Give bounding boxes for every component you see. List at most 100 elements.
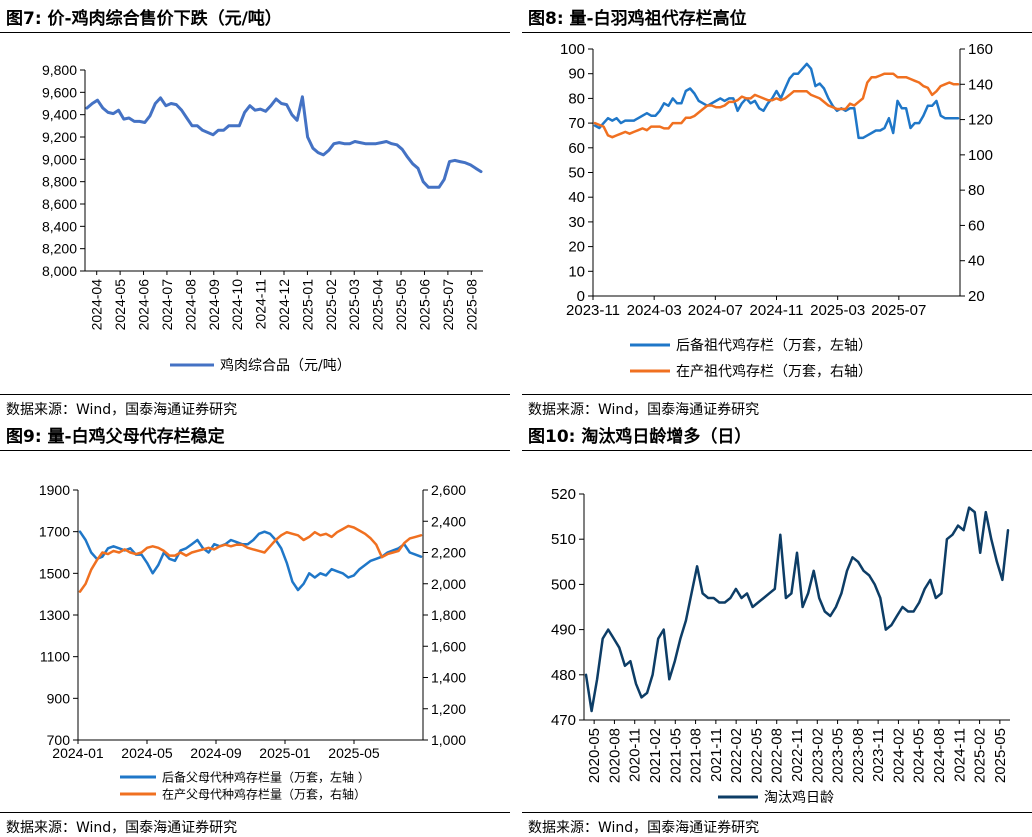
- legend-label: 后备祖代鸡存栏（万套，左轴）: [676, 337, 872, 354]
- x-tick-label: 2025-07: [440, 279, 456, 331]
- series-line-2: [78, 524, 423, 593]
- y-tick-label: 60: [568, 140, 585, 157]
- title-rule: [522, 32, 1032, 33]
- x-tick-label: 2024-08: [182, 279, 198, 331]
- y-tick-label: 510: [551, 531, 576, 548]
- x-tick-label: 2021-02: [647, 728, 664, 783]
- y-tick-label: 70: [568, 115, 585, 132]
- y-tick-label: 1100: [40, 649, 70, 665]
- y2-tick-label: 2,400: [431, 513, 466, 529]
- y2-tick-label: 1,000: [431, 732, 466, 748]
- x-tick-label: 2024-11: [253, 279, 269, 330]
- x-tick-label: 2025-01: [299, 279, 315, 331]
- x-tick-label: 2025-05: [393, 279, 409, 331]
- x-tick-label: 2023-11: [566, 302, 620, 319]
- x-tick-label: 2025-02: [972, 728, 989, 783]
- x-tick-label: 2024-10: [229, 279, 245, 331]
- y2-tick-label: 1,600: [431, 638, 466, 654]
- x-tick-label: 2025-02: [323, 279, 339, 331]
- y-tick-label: 10: [568, 263, 585, 280]
- y-tick-label: 480: [551, 667, 576, 684]
- source-rule: [0, 394, 510, 395]
- x-tick-label: 2020-11: [627, 728, 644, 782]
- y2-tick-label: 60: [968, 217, 985, 234]
- y-tick-label: 1900: [39, 482, 70, 498]
- y-tick-label: 520: [551, 486, 576, 503]
- x-tick-label: 2024-11: [750, 302, 804, 319]
- y2-tick-label: 2,200: [431, 545, 466, 561]
- x-tick-label: 2022-02: [728, 728, 745, 783]
- chart-panel-10: 图10: 淘汰鸡日龄增多（日） 470 480 490 500 510 520 2020-0…: [522, 418, 1032, 836]
- y2-tick-label: 1,400: [431, 670, 466, 686]
- x-tick-label: 2024-09: [190, 745, 242, 761]
- y2-tick-label: 80: [968, 182, 985, 199]
- source-rule: [0, 812, 510, 813]
- x-tick-label: 2025-05: [328, 745, 380, 761]
- chart-panel-7: 图7: 价-鸡肉综合售价下跌（元/吨） 8,000 8,200 8,400 8,600…: [0, 0, 510, 418]
- source-rule: [522, 812, 1032, 813]
- y-tick-label: 9,200: [42, 129, 77, 145]
- x-tick-label: 2024-05: [121, 745, 173, 761]
- x-tick-label: 2025-07: [871, 302, 926, 319]
- x-tick-label: 2025-08: [463, 279, 479, 331]
- title-rule: [0, 32, 510, 33]
- x-tick-label: 2023-11: [870, 728, 887, 782]
- x-tick-label: 2024-01: [52, 745, 104, 761]
- x-tick-label: 2024-06: [136, 279, 152, 331]
- x-tick-label: 2021-08: [688, 728, 705, 783]
- x-tick-label: 2024-12: [276, 279, 292, 331]
- x-tick-label: 2023-02: [809, 728, 826, 783]
- y-tick-label: 9,600: [42, 84, 77, 100]
- x-tick-label: 2021-11: [708, 728, 725, 782]
- source-note: 数据来源：Wind，国泰海通证券研究: [528, 820, 760, 836]
- source-note: 数据来源：Wind，国泰海通证券研究: [6, 402, 238, 418]
- y-tick-label: 8,400: [42, 218, 77, 234]
- x-tick-label: 2024-05: [112, 279, 128, 331]
- x-tick-label: 2024-05: [911, 728, 928, 783]
- x-tick-label: 2022-08: [769, 728, 786, 783]
- legend-label: 在产祖代鸡存栏（万套，右轴）: [676, 363, 872, 380]
- x-tick-label: 2023-05: [830, 728, 847, 783]
- source-rule: [522, 394, 1032, 395]
- y-tick-label: 30: [568, 214, 585, 231]
- x-tick-label: 2020-05: [586, 728, 603, 783]
- x-tick-label: 2024-04: [89, 279, 105, 331]
- x-tick-label: 2025-03: [810, 302, 865, 319]
- x-tick-label: 2024-02: [890, 728, 907, 783]
- chart-canvas: 0 10 20 30 40 50 60 70 80 90 100 20 40 60 80 100 120 140 1…: [560, 41, 993, 380]
- y-tick-label: 20: [568, 239, 585, 256]
- source-note: 数据来源：Wind，国泰海通证券研究: [528, 402, 760, 418]
- y-tick-label: 8,200: [42, 241, 77, 257]
- x-tick-label: 2024-09: [206, 279, 222, 331]
- y2-tick-label: 2,600: [431, 482, 466, 498]
- y-tick-label: 8,000: [42, 263, 77, 279]
- y-tick-label: 1700: [39, 524, 70, 540]
- x-tick-label: 2020-08: [606, 728, 623, 783]
- y2-tick-label: 120: [968, 112, 993, 129]
- y-tick-label: 500: [551, 576, 576, 593]
- y-tick-label: 900: [47, 690, 71, 706]
- y-tick-label: 490: [551, 622, 576, 639]
- y-tick-label: 80: [568, 90, 585, 107]
- y2-tick-label: 1,800: [431, 607, 466, 623]
- y-tick-label: 700: [47, 732, 71, 748]
- x-tick-label: 2025-04: [370, 279, 386, 331]
- x-tick-label: 2022-11: [789, 728, 806, 782]
- series-line-1: [593, 62, 960, 140]
- x-tick-label: 2024-07: [159, 279, 175, 331]
- y-tick-label: 9,400: [42, 107, 77, 123]
- series-line-1: [78, 530, 423, 592]
- chart-title: 图7: 价-鸡肉综合售价下跌（元/吨）: [6, 9, 282, 29]
- x-tick-label: 2025-01: [259, 745, 311, 761]
- y-tick-label: 9,800: [42, 62, 77, 78]
- series-line-2: [593, 72, 960, 139]
- y2-tick-label: 2,000: [431, 576, 466, 592]
- x-tick-label: 2025-03: [346, 279, 362, 331]
- chart-title: 图9: 量-白鸡父母代存栏稳定: [6, 427, 225, 447]
- y-tick-label: 1500: [39, 565, 70, 581]
- x-tick-label: 2024-07: [688, 302, 743, 319]
- legend-label: 淘汰鸡日龄: [764, 789, 834, 806]
- y2-tick-label: 20: [968, 288, 985, 305]
- chart-canvas: 8,000 8,200 8,400 8,600 8,800 9,000 9,200 9,400…: [42, 62, 483, 374]
- y-tick-label: 90: [568, 66, 585, 83]
